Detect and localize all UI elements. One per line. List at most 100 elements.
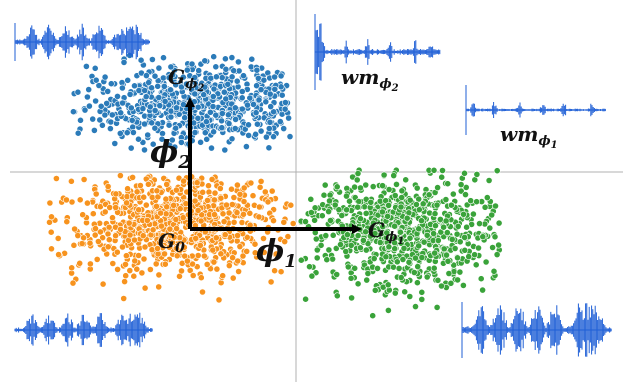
scatter-point <box>119 99 126 107</box>
scatter-point <box>471 251 478 259</box>
scatter-point <box>289 220 297 227</box>
scatter-point <box>371 230 379 237</box>
scatter-point <box>162 210 170 218</box>
scatter-point <box>357 215 364 223</box>
scatter-point <box>234 232 241 239</box>
scatter-point <box>91 64 99 72</box>
scatter-point <box>74 232 82 239</box>
scatter-point <box>382 253 390 261</box>
scatter-point <box>178 267 185 275</box>
scatter-point <box>135 252 142 259</box>
scatter-point <box>297 256 305 264</box>
scatter-point <box>153 187 161 195</box>
scatter-point <box>131 257 139 265</box>
scatter-point <box>265 125 273 132</box>
scatter-point <box>469 210 477 218</box>
scatter-point <box>199 188 207 196</box>
scatter-point <box>351 183 358 191</box>
scatter-point <box>54 234 62 242</box>
scatter-point <box>178 83 185 91</box>
scatter-point <box>380 171 388 179</box>
scatter-point <box>137 56 145 64</box>
scatter-point <box>135 135 142 143</box>
scatter-point <box>172 216 180 223</box>
scatter-point <box>323 256 331 264</box>
scatter-point <box>479 233 487 241</box>
scatter-point <box>419 200 427 208</box>
scatter-point <box>158 222 165 230</box>
scatter-point <box>135 206 143 214</box>
scatter-point <box>210 53 218 61</box>
scatter-point <box>346 197 353 205</box>
scatter-point <box>329 231 337 239</box>
scatter-point <box>391 289 399 297</box>
scatter-point <box>331 201 339 209</box>
scatter-point <box>462 183 470 191</box>
scatter-point <box>302 218 309 225</box>
scatter-point <box>228 135 236 143</box>
scatter-point <box>354 170 362 177</box>
scatter-point <box>370 255 378 262</box>
scatter-point <box>247 179 255 187</box>
scatter-point <box>399 256 407 263</box>
scatter-point <box>81 106 89 114</box>
scatter-point <box>129 173 136 181</box>
scatter-point <box>447 279 455 287</box>
scatter-point <box>393 180 400 188</box>
scatter-point <box>338 212 346 219</box>
scatter-point <box>48 245 55 253</box>
scatter-point <box>218 124 226 132</box>
scatter-point <box>176 205 184 213</box>
scatter-point <box>151 124 159 132</box>
scatter-point <box>379 182 386 190</box>
scatter-point <box>276 118 284 125</box>
scatter-point <box>159 232 167 239</box>
scatter-point <box>270 217 277 225</box>
scatter-point <box>434 276 442 284</box>
scatter-point <box>140 193 148 201</box>
scatter-point <box>397 203 405 211</box>
scatter-point <box>280 218 288 226</box>
scatter-point <box>406 293 414 300</box>
scatter-point <box>171 143 179 151</box>
scatter-point <box>123 252 130 260</box>
scatter-point <box>465 253 473 260</box>
scatter-point <box>203 135 211 143</box>
scatter-point <box>189 260 196 268</box>
scatter-point <box>223 201 230 209</box>
scatter-point <box>463 223 470 231</box>
scatter-point <box>472 261 480 269</box>
scatter-point <box>326 197 333 205</box>
scatter-point <box>179 214 187 221</box>
scatter-point <box>384 281 392 289</box>
scatter-point <box>167 86 174 94</box>
scatter-point <box>212 111 220 119</box>
scatter-point <box>210 85 218 93</box>
scatter-point <box>172 186 180 194</box>
scatter-point <box>420 238 428 246</box>
scatter-point <box>173 252 181 260</box>
scatter-point <box>194 114 202 122</box>
scatter-point <box>89 115 97 123</box>
scatter-point <box>405 258 413 266</box>
scatter-point <box>207 74 215 82</box>
scatter-point <box>337 241 344 248</box>
scatter-point <box>260 248 268 256</box>
scatter-point <box>203 260 211 268</box>
scatter-point <box>354 232 362 239</box>
scatter-point <box>83 63 90 70</box>
scatter-point <box>255 203 263 211</box>
scatter-point <box>332 244 340 252</box>
scatter-point <box>46 199 54 207</box>
scatter-point <box>195 67 203 74</box>
scatter-point <box>335 206 343 214</box>
scatter-point <box>445 270 453 277</box>
scatter-point <box>229 254 236 262</box>
scatter-point <box>412 201 420 208</box>
scatter-point <box>302 295 309 303</box>
scatter-point <box>333 292 341 300</box>
scatter-point <box>430 230 437 237</box>
scatter-point <box>270 133 277 141</box>
scatter-point <box>92 225 99 232</box>
scatter-point <box>218 110 226 117</box>
